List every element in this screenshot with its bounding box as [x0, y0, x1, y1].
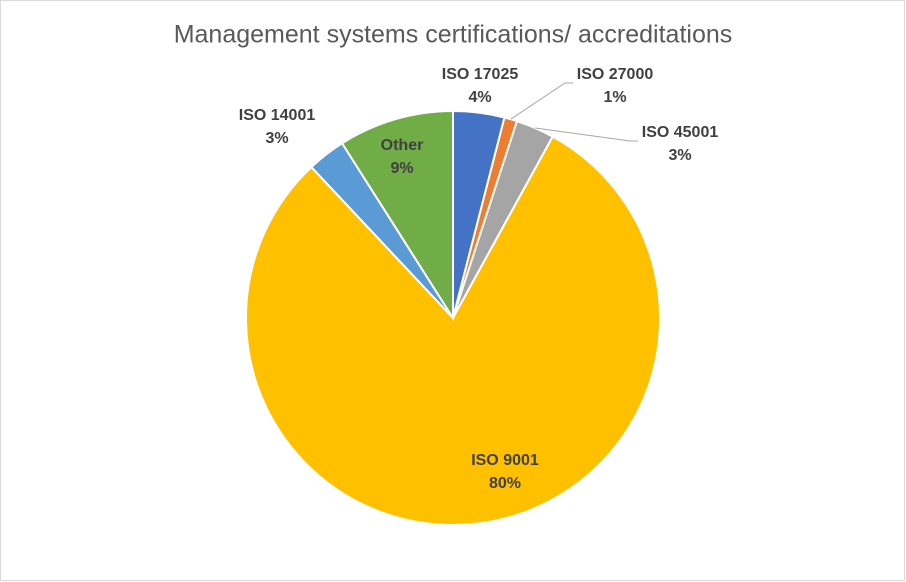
slice-value-label: 1%: [603, 89, 626, 106]
pie-slice: [245, 135, 661, 526]
slice-value-label: 4%: [468, 89, 491, 106]
slice-value-label: 3%: [265, 130, 288, 147]
slice-label: ISO 27000: [577, 66, 654, 83]
slice-label: ISO 9001: [471, 452, 539, 469]
slice-label: ISO 14001: [239, 107, 316, 124]
slice-value-label: 80%: [489, 475, 521, 492]
leader-line: [535, 127, 638, 142]
leader-line: [510, 82, 573, 120]
slice-label: ISO 45001: [642, 124, 719, 141]
slice-label: Other: [381, 137, 424, 154]
chart-title: Management systems certifications/ accre…: [174, 21, 733, 49]
pie-slice: [340, 109, 454, 322]
slice-label: ISO 17025: [442, 66, 519, 83]
slice-value-label: 3%: [668, 147, 691, 164]
slice-value-label: 9%: [390, 160, 413, 177]
